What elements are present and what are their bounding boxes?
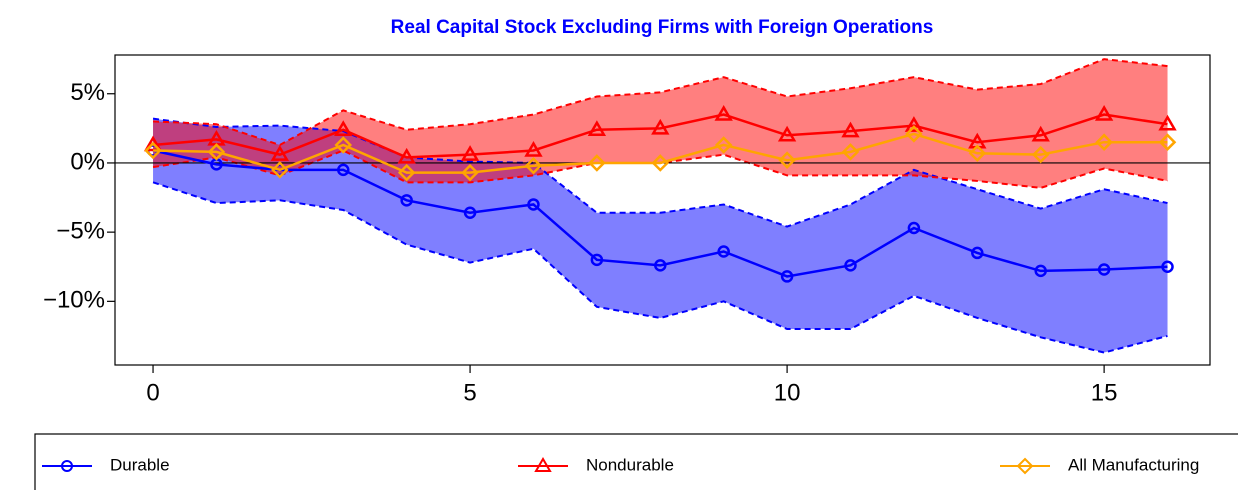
marker xyxy=(587,120,607,136)
marker xyxy=(1158,114,1177,131)
marker xyxy=(463,206,477,220)
y-tick-label: 0% xyxy=(70,148,105,175)
marker xyxy=(1097,263,1111,276)
marker xyxy=(588,154,606,172)
marker xyxy=(400,194,413,207)
legend-item: All Manufacturing xyxy=(1000,455,1199,474)
x-tick-label: 10 xyxy=(774,379,801,406)
marker xyxy=(397,163,416,182)
legend-label: Durable xyxy=(110,455,170,474)
band-edge xyxy=(152,58,1168,147)
marker xyxy=(651,118,670,135)
legend-frame xyxy=(34,433,1238,490)
marker xyxy=(1016,457,1034,475)
marker xyxy=(1158,133,1177,151)
marker xyxy=(144,141,162,160)
marker xyxy=(777,125,797,142)
marker xyxy=(905,125,923,143)
series-line xyxy=(152,149,1168,278)
y-tick-label: −10% xyxy=(43,287,105,314)
marker xyxy=(590,253,604,267)
marker xyxy=(397,147,416,164)
marker xyxy=(780,270,794,283)
marker xyxy=(334,120,353,136)
marker xyxy=(907,221,921,235)
marker xyxy=(207,143,226,161)
band-edge xyxy=(152,117,1168,228)
marker xyxy=(334,136,353,154)
marker xyxy=(1161,260,1174,273)
series-line xyxy=(152,113,1168,159)
marker xyxy=(270,145,290,161)
y-tick-label: 5% xyxy=(70,79,105,106)
marker xyxy=(714,105,733,121)
marker xyxy=(1094,105,1114,121)
marker xyxy=(714,136,733,154)
marker xyxy=(654,259,667,272)
marker xyxy=(1031,125,1050,142)
marker xyxy=(527,198,540,211)
marker xyxy=(461,163,479,182)
marker xyxy=(844,259,857,272)
marker xyxy=(904,116,924,132)
marker xyxy=(968,144,987,163)
plot-frame xyxy=(114,54,1211,366)
marker xyxy=(841,143,860,161)
marker xyxy=(1095,133,1113,151)
marker xyxy=(524,141,543,157)
x-tick-label: 0 xyxy=(146,379,159,406)
marker xyxy=(717,245,730,258)
marker xyxy=(271,161,289,179)
marker xyxy=(971,246,984,260)
marker xyxy=(651,154,670,172)
x-tick-label: 15 xyxy=(1091,379,1118,406)
legend-label: All Manufacturing xyxy=(1068,455,1199,474)
x-tick-label: 5 xyxy=(463,379,476,406)
marker xyxy=(273,163,287,177)
marker xyxy=(534,457,552,472)
marker xyxy=(61,460,73,472)
legend-item: Nondurable xyxy=(518,455,674,474)
legend: Durable Nondurable All Manufacturing xyxy=(34,433,1238,490)
marker xyxy=(143,135,163,152)
legend-item: Durable xyxy=(42,455,170,474)
band-edge xyxy=(152,181,1168,354)
marker xyxy=(1031,145,1050,164)
chart-title: Real Capital Stock Excluding Firms with … xyxy=(391,17,934,38)
legend-label: Nondurable xyxy=(586,455,674,474)
marker xyxy=(778,151,796,169)
series-line xyxy=(153,132,1168,174)
marker xyxy=(1034,264,1047,278)
y-tick-label: −5% xyxy=(56,217,105,244)
marker xyxy=(524,156,543,175)
marker xyxy=(337,163,350,177)
marker xyxy=(460,145,480,161)
marker xyxy=(841,121,860,138)
